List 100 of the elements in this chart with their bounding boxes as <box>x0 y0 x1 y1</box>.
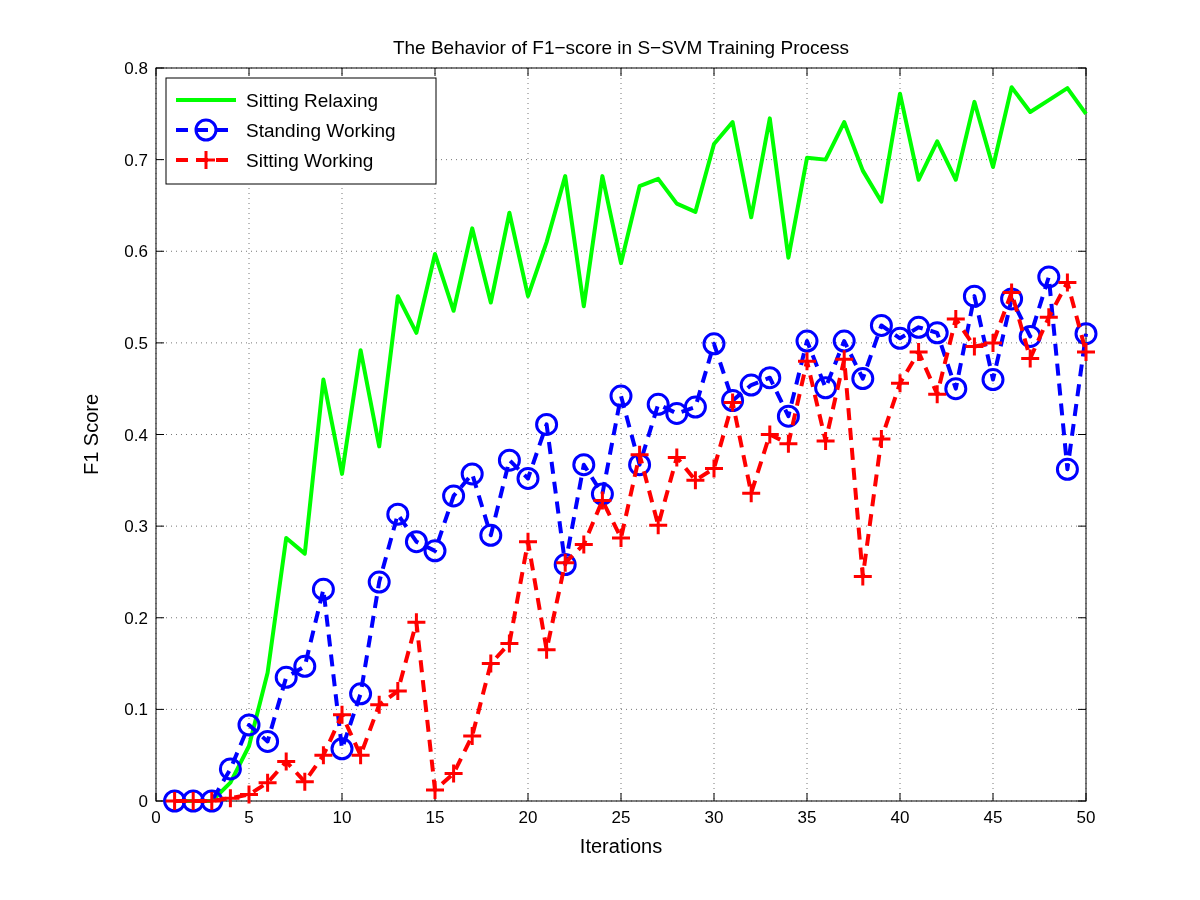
point <box>293 654 317 678</box>
legend-label: Standing Working <box>246 120 396 141</box>
point <box>480 653 502 675</box>
point <box>703 457 725 479</box>
point <box>758 366 782 390</box>
point <box>424 779 446 801</box>
point <box>981 368 1005 392</box>
point <box>573 533 595 555</box>
point <box>684 469 706 491</box>
chart-title: The Behavior of F1−score in S−SVM Training Process <box>392 37 850 58</box>
point <box>404 530 428 554</box>
point <box>535 412 559 436</box>
point <box>833 348 855 370</box>
point <box>647 514 669 536</box>
y-tick-label: 0.8 <box>124 59 148 78</box>
point <box>461 725 483 747</box>
point <box>275 751 297 773</box>
point <box>925 321 949 345</box>
point <box>443 763 465 785</box>
x-tick-label: 50 <box>1076 808 1096 827</box>
point <box>237 713 261 737</box>
point <box>869 313 893 337</box>
x-tick-label: 30 <box>704 808 724 827</box>
y-tick-label: 0.4 <box>124 425 148 445</box>
x-tick-label: 45 <box>983 808 1003 827</box>
point <box>1019 347 1041 369</box>
x-tick-label: 25 <box>611 808 631 827</box>
point <box>982 332 1004 354</box>
point <box>609 384 633 408</box>
point <box>702 332 726 356</box>
point <box>1001 281 1023 303</box>
x-tick-label: 15 <box>425 808 445 827</box>
point <box>368 694 390 716</box>
point <box>442 484 466 508</box>
point <box>629 444 651 466</box>
point <box>870 428 892 450</box>
point <box>311 577 335 601</box>
point <box>740 482 762 504</box>
point <box>536 639 558 661</box>
y-tick-label: 0.1 <box>124 700 148 720</box>
x-tick-label: 40 <box>890 808 910 827</box>
point <box>349 682 373 706</box>
point <box>517 531 539 553</box>
point <box>908 341 930 363</box>
point <box>294 771 316 793</box>
y-tick-label: 0.3 <box>124 517 148 537</box>
point <box>646 392 670 416</box>
point <box>238 784 260 806</box>
legend-label: Sitting Working <box>246 150 374 171</box>
x-tick-label: 10 <box>332 808 352 827</box>
point <box>888 326 912 350</box>
point <box>497 448 521 472</box>
point <box>1055 457 1079 481</box>
x-axis-title: Iterations <box>579 835 663 857</box>
point <box>274 665 298 689</box>
point <box>256 729 280 753</box>
point <box>460 462 484 486</box>
point <box>218 757 242 781</box>
point <box>516 466 540 490</box>
point <box>739 373 763 397</box>
point <box>759 424 781 445</box>
y-axis-title: F1 Score <box>80 393 102 476</box>
point <box>572 453 596 477</box>
point <box>666 446 688 468</box>
y-tick-label: 0.5 <box>124 333 148 353</box>
x-tick-label: 35 <box>797 808 817 827</box>
point <box>386 502 410 526</box>
point <box>683 395 707 419</box>
point <box>330 737 354 761</box>
point <box>610 527 632 549</box>
x-tick-label: 5 <box>244 808 254 827</box>
point <box>944 377 968 401</box>
point <box>963 336 985 358</box>
point <box>350 744 372 766</box>
point <box>1037 265 1061 289</box>
point <box>926 383 948 405</box>
x-tick-label: 0 <box>151 808 161 827</box>
y-tick-label: 0 <box>138 792 148 811</box>
point <box>257 772 279 794</box>
point <box>405 611 427 633</box>
point <box>1056 271 1078 293</box>
point <box>591 489 613 511</box>
point <box>962 284 986 308</box>
point <box>331 704 353 726</box>
point <box>852 566 874 588</box>
point <box>367 570 391 594</box>
point <box>776 404 800 428</box>
legend-label: Sitting Relaxing <box>246 90 379 111</box>
point <box>945 308 967 330</box>
x-tick-label: 20 <box>518 808 538 827</box>
point <box>889 372 911 394</box>
point <box>814 376 838 400</box>
point <box>312 744 334 766</box>
point <box>423 539 447 563</box>
y-tick-label: 0.6 <box>124 242 148 262</box>
point <box>907 315 931 339</box>
point <box>832 329 856 353</box>
point <box>387 680 409 702</box>
point <box>796 350 818 372</box>
point <box>851 367 875 391</box>
